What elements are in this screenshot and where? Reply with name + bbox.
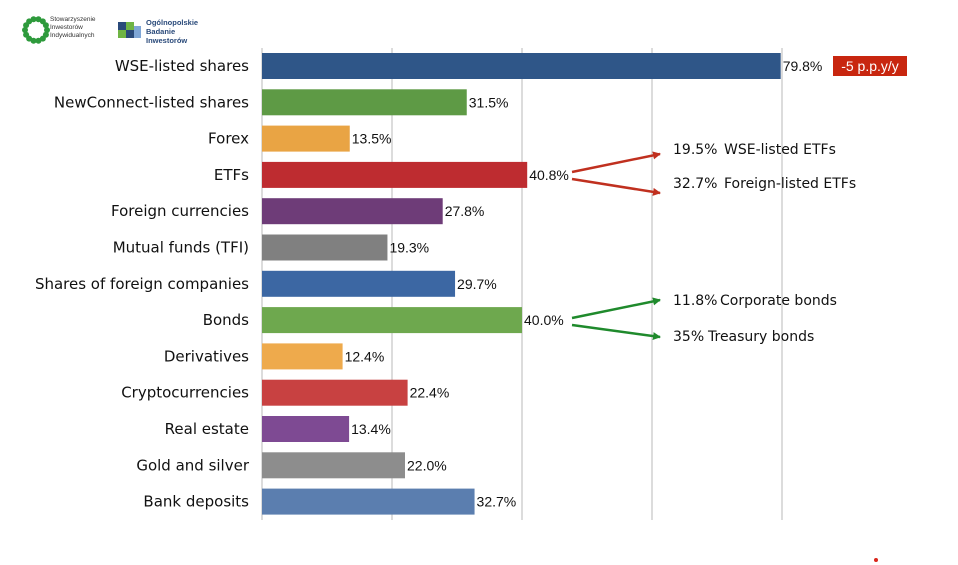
bonds-arrow-treasury [571,323,661,341]
sii-logo: Stowarzyszenie Inwestorów Indywidualnych [22,16,96,44]
bonds-treasury-value: 35% [673,329,704,345]
bonds-corporate-label: Corporate bonds [720,293,837,309]
value-label: 13.4% [351,421,391,437]
bar-3 [262,161,528,188]
etf-foreign-value: 32.7% [673,176,717,192]
chart-bars: WSE-listed shares 79.8% NewConnect-listed … [35,53,822,515]
chart-annotations: 19.5% WSE-listed ETFs 32.7% Foreign-list… [571,142,856,345]
category-label: Forex [208,130,249,148]
etf-wse-label: WSE-listed ETFs [724,142,836,158]
obi-logo-line-3: Inwestorów [146,36,187,45]
value-label: 13.5% [352,131,392,147]
value-label: 27.8% [445,203,485,219]
bar-6 [262,270,456,297]
category-label: NewConnect-listed shares [54,93,249,111]
category-label: ETFs [214,166,249,184]
category-label: Mutual funds (TFI) [113,239,249,257]
sii-logo-line-3: Indywidualnych [50,32,95,39]
bar-0 [262,53,781,79]
etf-foreign-label: Foreign-listed ETFs [724,176,856,192]
bar-1 [262,89,467,116]
bar-10 [262,416,350,442]
etf-arrow-foreign [571,177,661,196]
etf-arrow-wse [571,151,661,174]
category-label: Derivatives [164,347,249,365]
category-label: Cryptocurrencies [121,384,249,402]
value-label: 79.8% [783,58,823,74]
bar-9 [262,379,408,406]
value-label: 32.7% [477,494,517,510]
sii-logo-line-2: Inwestorów [50,24,83,31]
category-label: Foreign currencies [111,202,249,220]
bonds-corporate-value: 11.8% [673,293,717,309]
obi-logo-line-2: Badanie [146,27,175,36]
sii-logo-mark [22,16,50,44]
category-label: Bonds [203,311,249,329]
category-label: Real estate [165,420,249,438]
bar-5 [262,234,388,261]
value-label: 40.8% [529,167,569,183]
category-label: Shares of foreign companies [35,275,249,293]
value-label: 22.4% [410,385,450,401]
value-label: 29.7% [457,276,497,292]
etf-wse-value: 19.5% [673,142,717,158]
value-label: 19.3% [389,240,429,256]
bar-12 [262,488,475,515]
category-label: Bank deposits [143,493,249,511]
category-label: WSE-listed shares [115,57,249,75]
decorative-dot [874,558,878,562]
obi-logo-mark [118,22,141,38]
bar-4 [262,198,443,225]
obi-logo: Ogólnopolskie Badanie Inwestorów [118,18,198,45]
bar-2 [262,125,350,152]
sii-logo-line-1: Stowarzyszenie [50,16,96,23]
bar-7 [262,307,522,334]
bonds-treasury-label: Treasury bonds [707,329,814,345]
value-label: 31.5% [469,94,509,110]
value-label: 22.0% [407,457,447,473]
bonds-arrow-corporate [571,297,661,320]
bar-8 [262,343,343,370]
value-label: 40.0% [524,312,564,328]
obi-logo-line-1: Ogólnopolskie [146,18,198,27]
value-label: 12.4% [345,348,385,364]
bar-11 [262,452,405,479]
yoy-change-badge: -5 p.p.y/y [833,56,907,76]
category-label: Gold and silver [136,456,250,474]
